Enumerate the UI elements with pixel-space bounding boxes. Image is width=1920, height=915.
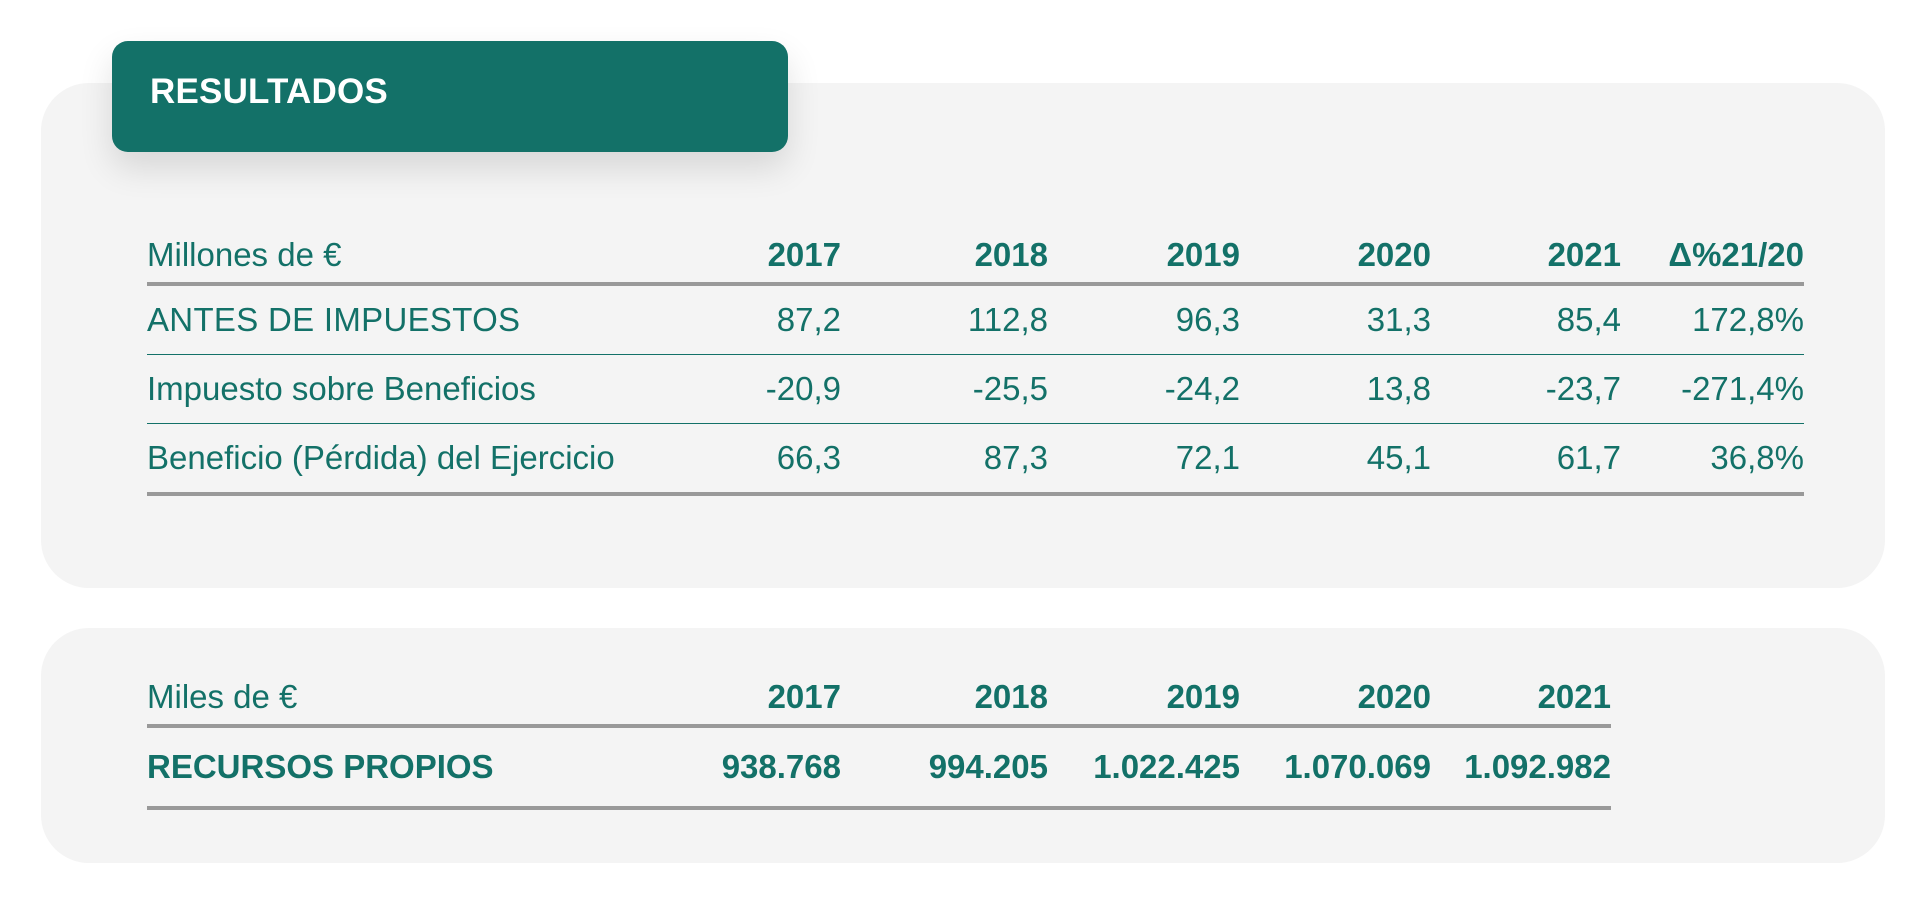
table-cell: 72,1	[1048, 423, 1240, 496]
results-header-row: Millones de € 2017 2018 2019 2020 2021 Δ…	[147, 218, 1804, 286]
results-table: Millones de € 2017 2018 2019 2020 2021 Δ…	[147, 218, 1804, 496]
table-cell: 31,3	[1240, 284, 1431, 355]
column-header-2019: 2019	[1048, 218, 1240, 286]
table-cell: -20,9	[653, 354, 841, 424]
column-header-2018: 2018	[841, 660, 1048, 728]
table-cell: 112,8	[841, 284, 1048, 355]
table-row: RECURSOS PROPIOS 938.768 994.205 1.022.4…	[147, 726, 1611, 810]
equity-table: Miles de € 2017 2018 2019 2020 2021 RECU…	[147, 660, 1611, 810]
row-label: ANTES DE IMPUESTOS	[147, 284, 653, 355]
row-label: Impuesto sobre Beneficios	[147, 354, 653, 424]
table-cell: 1.092.982	[1431, 726, 1611, 810]
equity-unit-label: Miles de €	[147, 660, 653, 728]
column-header-delta: Δ%21/20	[1621, 218, 1804, 286]
table-cell: 87,3	[841, 423, 1048, 496]
table-cell: 66,3	[653, 423, 841, 496]
column-header-2017: 2017	[653, 660, 841, 728]
table-cell: 61,7	[1431, 423, 1621, 496]
table-cell: 87,2	[653, 284, 841, 355]
column-header-2020: 2020	[1240, 660, 1431, 728]
column-header-2020: 2020	[1240, 218, 1431, 286]
table-row: Beneficio (Pérdida) del Ejercicio 66,3 8…	[147, 423, 1804, 496]
table-cell: 938.768	[653, 726, 841, 810]
table-cell: -271,4%	[1621, 354, 1804, 424]
row-label: Beneficio (Pérdida) del Ejercicio	[147, 423, 653, 496]
table-cell: 85,4	[1431, 284, 1621, 355]
column-header-2021: 2021	[1431, 218, 1621, 286]
section-title: RESULTADOS	[150, 72, 388, 111]
table-cell: 1.070.069	[1240, 726, 1431, 810]
table-cell: 1.022.425	[1048, 726, 1240, 810]
equity-header-row: Miles de € 2017 2018 2019 2020 2021	[147, 660, 1611, 728]
row-label: RECURSOS PROPIOS	[147, 726, 653, 810]
table-cell: 36,8%	[1621, 423, 1804, 496]
table-cell: 172,8%	[1621, 284, 1804, 355]
column-header-2017: 2017	[653, 218, 841, 286]
results-unit-label: Millones de €	[147, 218, 653, 286]
table-row: ANTES DE IMPUESTOS 87,2 112,8 96,3 31,3 …	[147, 284, 1804, 355]
table-cell: 45,1	[1240, 423, 1431, 496]
table-cell: 96,3	[1048, 284, 1240, 355]
section-title-tab: RESULTADOS	[112, 41, 788, 152]
column-header-2019: 2019	[1048, 660, 1240, 728]
column-header-2018: 2018	[841, 218, 1048, 286]
table-cell: 994.205	[841, 726, 1048, 810]
table-cell: -25,5	[841, 354, 1048, 424]
table-row: Impuesto sobre Beneficios -20,9 -25,5 -2…	[147, 354, 1804, 424]
table-cell: -23,7	[1431, 354, 1621, 424]
table-cell: -24,2	[1048, 354, 1240, 424]
column-header-2021: 2021	[1431, 660, 1611, 728]
table-cell: 13,8	[1240, 354, 1431, 424]
